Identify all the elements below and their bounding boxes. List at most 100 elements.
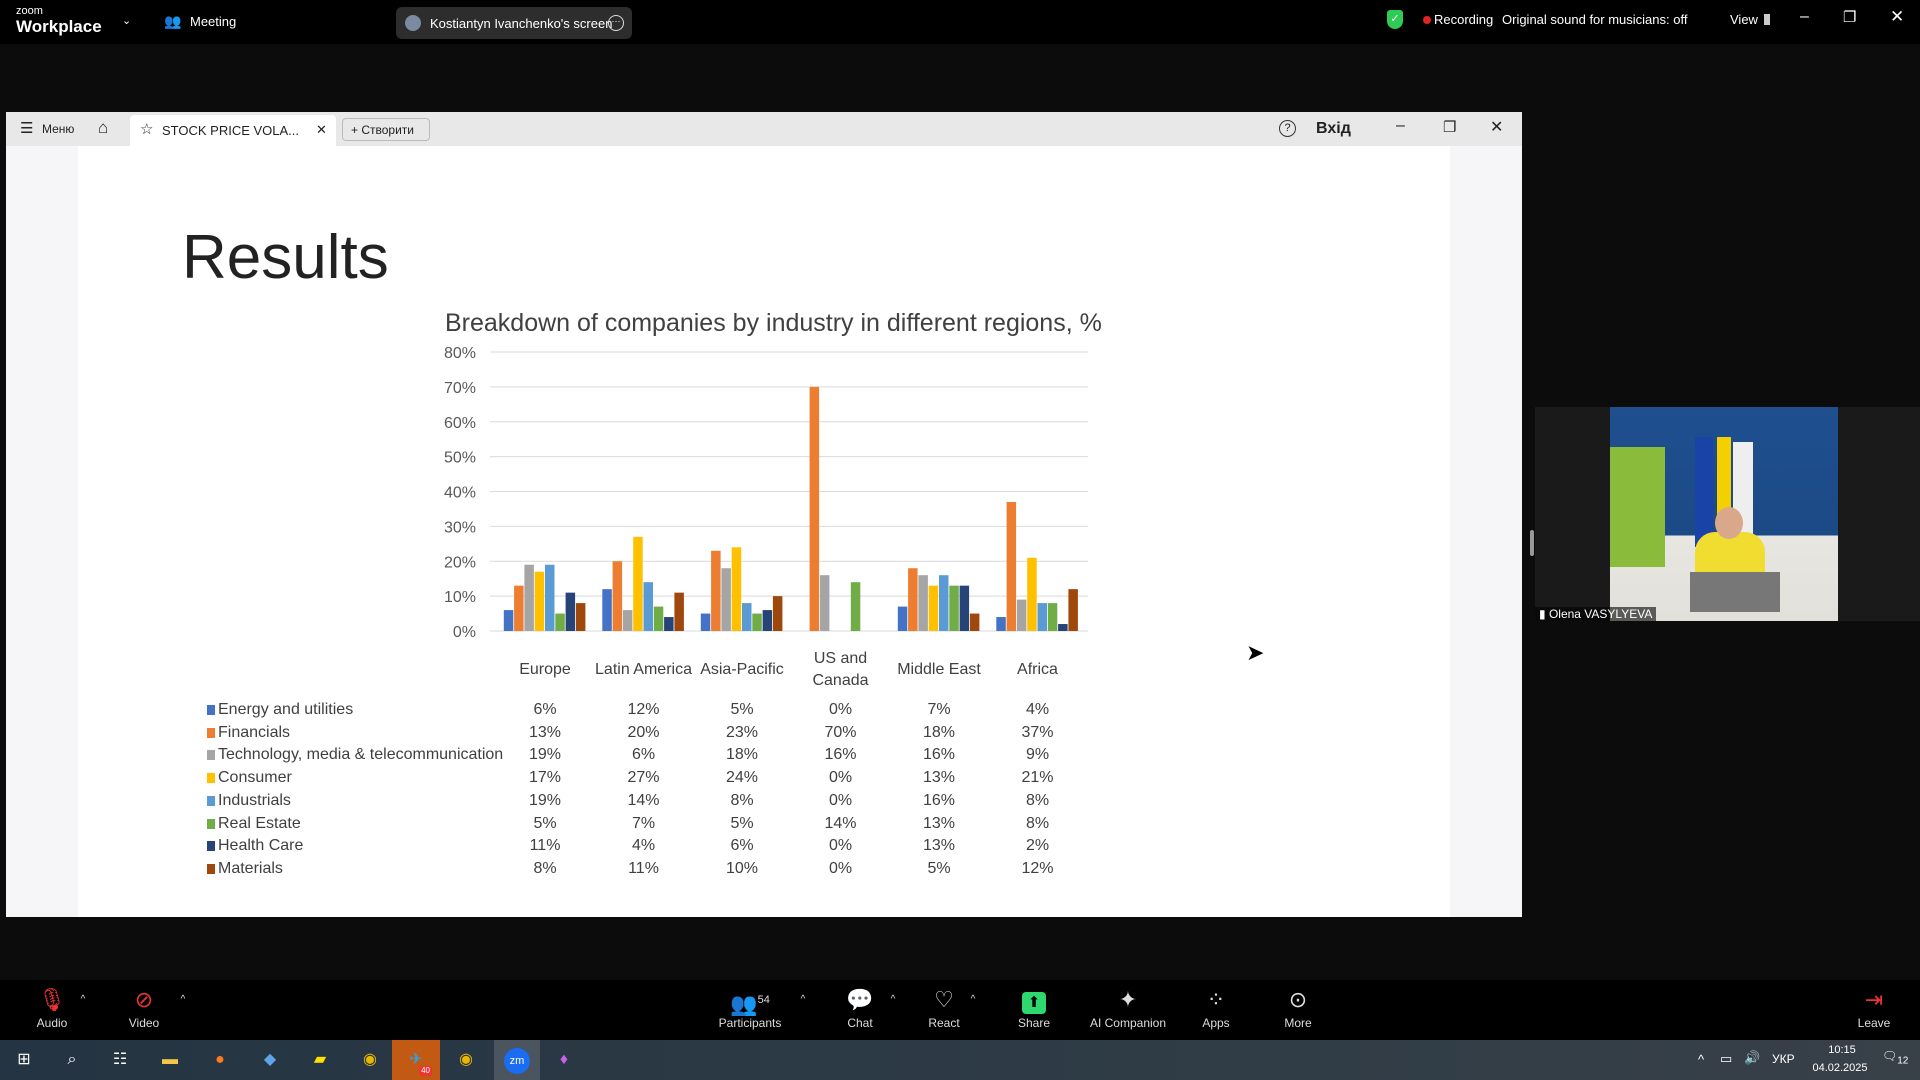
volume-icon[interactable]: 🔊 — [1744, 1050, 1761, 1065]
shield-check-icon[interactable]: ✓ — [1387, 10, 1403, 29]
participants-options-caret[interactable]: ^ — [800, 994, 806, 1005]
legend-swatch — [207, 727, 215, 738]
view-icon[interactable] — [1764, 14, 1770, 25]
table-cell: 0% — [828, 701, 853, 718]
panel-resize-handle[interactable] — [1530, 530, 1534, 556]
table-cell: 20% — [627, 723, 660, 741]
bar-materials — [772, 596, 783, 631]
create-button[interactable]: + Створити — [342, 118, 430, 141]
help-icon[interactable]: ? — [1279, 120, 1296, 137]
chevron-down-icon[interactable]: ⌄ — [122, 15, 132, 27]
bar-technology-media-telecommunication — [1016, 599, 1027, 631]
bar-materials — [1068, 589, 1078, 631]
firefox-icon[interactable]: ● — [215, 1051, 225, 1068]
flame-app-icon[interactable]: ♦ — [559, 1051, 569, 1068]
table-cell: 11% — [529, 837, 561, 855]
clock-date[interactable]: 04.02.2025 — [1812, 1062, 1868, 1074]
x-tick-label: Europe — [519, 661, 571, 678]
video-button[interactable]: ⊘ Video — [122, 980, 166, 1040]
bar-financials — [612, 561, 623, 631]
language-indicator[interactable]: УКР — [1772, 1052, 1795, 1066]
table-cell: 24% — [725, 769, 759, 787]
shared-window: ☰ Меню ⌂ ☆ STOCK PRICE VOLA... ✕ + Створ… — [6, 112, 1522, 917]
apps-label: Apps — [1202, 1016, 1230, 1030]
clock-time[interactable]: 10:15 — [1828, 1044, 1856, 1056]
video-options-caret[interactable]: ^ — [180, 994, 186, 1005]
zoom-logo-small: zoom — [16, 5, 43, 17]
table-cell: 8% — [1025, 791, 1050, 809]
react-options-caret[interactable]: ^ — [970, 994, 976, 1005]
table-cell: 6% — [730, 837, 754, 855]
video-tile[interactable]: ▮ Olena VASYLYEVA — [1535, 407, 1920, 621]
table-cell: 13% — [922, 769, 956, 787]
close-icon[interactable]: ✕ — [1890, 7, 1905, 26]
notifications-icon[interactable]: 🗨12 — [1882, 1049, 1909, 1067]
zoom-taskbar-icon[interactable]: zm — [494, 1040, 540, 1080]
ai-companion-label: AI Companion — [1089, 1016, 1167, 1030]
legend-label: Health Care — [218, 837, 304, 855]
folder-icon[interactable]: ▰ — [313, 1051, 327, 1068]
windows-start-icon[interactable]: ⊞ — [17, 1051, 31, 1068]
screen-share-pill[interactable]: Kostiantyn Ivanchenko's screen ··· — [396, 7, 632, 39]
participants-button[interactable]: 👥54 Participants — [715, 980, 785, 1040]
task-view-icon[interactable]: ☷ — [112, 1051, 128, 1068]
tray-chevron-icon[interactable]: ^ — [1698, 1052, 1705, 1067]
ai-companion-button[interactable]: ✦ AI Companion — [1086, 980, 1170, 1040]
x-tick-label: Africa — [1017, 661, 1058, 678]
zoom-top-bar: zoom Workplace ⌄ 👥 Meeting Kostiantyn Iv… — [0, 0, 1920, 44]
share-button[interactable]: ⬆ Share — [1012, 980, 1056, 1040]
participant-face — [1715, 507, 1743, 539]
home-icon[interactable]: ⌂ — [98, 118, 109, 137]
meeting-toolbar: 🎙 Audio ^ ⊘ Video ^ 👥54 Participants ^ 💬 Cha… — [0, 980, 1920, 1040]
sparkle-icon: ✦ — [1118, 987, 1138, 1012]
recording-label[interactable]: Recording — [1434, 12, 1494, 27]
window-restore-icon[interactable]: ❐ — [1443, 119, 1457, 136]
table-cell: 27% — [627, 769, 660, 787]
window-close-icon[interactable]: ✕ — [1490, 119, 1504, 136]
video-label: Video — [128, 1016, 160, 1030]
app-icon[interactable]: ◆ — [263, 1051, 277, 1068]
chrome-icon[interactable]: ◉ — [363, 1051, 377, 1068]
bar-consumer — [633, 536, 643, 631]
table-cell: 14% — [824, 814, 857, 832]
share-arrow-icon: ⬆ — [1022, 992, 1046, 1014]
restore-icon[interactable]: ❐ — [1843, 9, 1857, 26]
table-cell: 0% — [828, 859, 853, 877]
view-button[interactable]: View — [1730, 12, 1758, 27]
login-button[interactable]: Вхід — [1316, 120, 1351, 137]
chat-button[interactable]: 💬 Chat — [838, 980, 882, 1040]
minimize-icon[interactable]: – — [1800, 8, 1809, 25]
y-tick-label: 40% — [444, 485, 476, 502]
more-options-icon[interactable]: ··· — [608, 15, 624, 31]
menu-button[interactable]: Меню — [42, 122, 75, 136]
audio-options-caret[interactable]: ^ — [80, 994, 86, 1005]
file-explorer-icon[interactable]: ▬ — [162, 1051, 178, 1068]
table-cell: 19% — [528, 746, 562, 764]
table-cell: 12% — [1021, 859, 1054, 877]
video-off-icon: ⊘ — [134, 987, 154, 1012]
search-icon[interactable]: ⌕ — [67, 1051, 77, 1068]
apps-button[interactable]: ⁘ Apps — [1194, 980, 1238, 1040]
hamburger-icon[interactable]: ☰ — [20, 120, 34, 137]
window-minimize-icon[interactable]: – — [1396, 117, 1405, 134]
tab-close-icon[interactable]: ✕ — [316, 122, 327, 137]
network-icon[interactable]: ▭ — [1720, 1051, 1733, 1066]
chrome-profile-icon[interactable]: ◉ — [459, 1051, 473, 1068]
leave-button[interactable]: ⇥ Leave — [1852, 980, 1896, 1040]
star-icon[interactable]: ☆ — [140, 121, 154, 138]
tab-stock-price[interactable]: ☆ STOCK PRICE VOLA... ✕ — [130, 115, 336, 146]
react-button[interactable]: ♡ React — [922, 980, 966, 1040]
y-tick-label: 60% — [444, 415, 476, 432]
table-cell: 70% — [824, 723, 857, 741]
more-button[interactable]: ⊙ More — [1276, 980, 1320, 1040]
more-icon: ⊙ — [1288, 987, 1308, 1012]
chat-options-caret[interactable]: ^ — [890, 994, 896, 1005]
audio-button[interactable]: 🎙 Audio — [30, 980, 74, 1040]
telegram-icon[interactable]: ✈ 40 — [392, 1040, 440, 1080]
meeting-label[interactable]: Meeting — [190, 14, 237, 29]
table-cell: 21% — [1021, 769, 1054, 787]
table-cell: 23% — [725, 723, 759, 741]
original-sound-label[interactable]: Original sound for musicians: off — [1502, 12, 1688, 27]
y-tick-label: 30% — [444, 519, 476, 536]
bar-real-estate — [1047, 603, 1058, 631]
